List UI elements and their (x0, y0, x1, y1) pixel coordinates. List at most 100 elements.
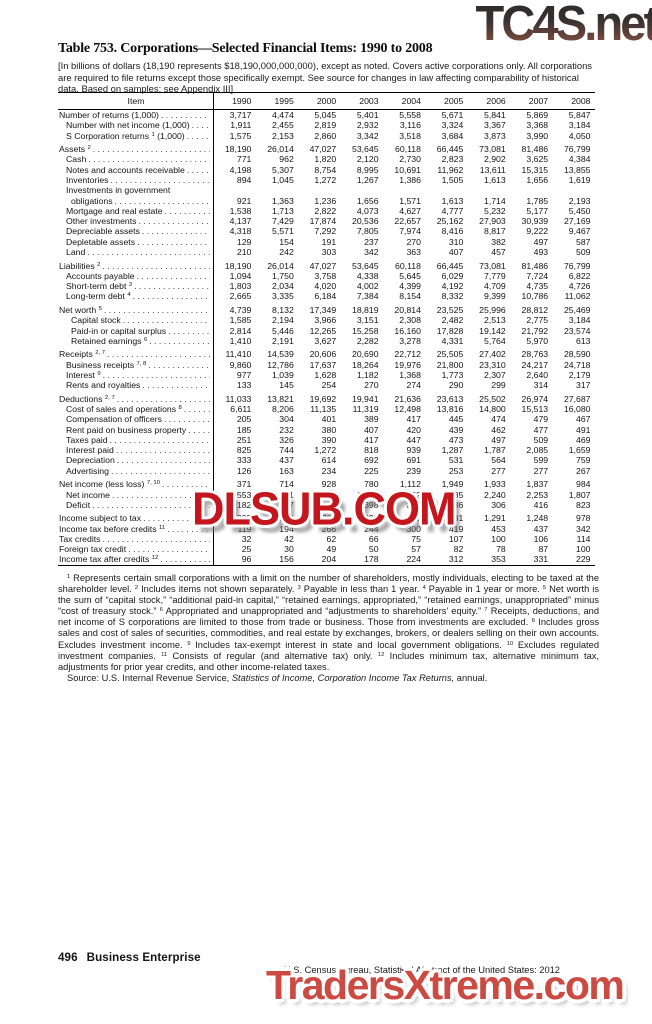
table-cell: 4,474 (272, 110, 294, 120)
table-row: Number with net income (1,000) 1,911 2,455… (58, 120, 595, 130)
table-cell: 437 (533, 523, 549, 534)
table-cell: 5,450 (568, 205, 591, 216)
table-cell: 8,206 (272, 403, 294, 414)
table-cell: 12,265 (309, 325, 337, 336)
table-cell: 2,482 (441, 315, 464, 326)
table-cell: 1,272 (314, 445, 337, 456)
table-cell: 2,282 (356, 335, 379, 346)
table-cell: 270 (364, 380, 379, 391)
table-cell: 53,645 (351, 144, 379, 155)
year-column-header: 2004 (401, 95, 421, 106)
table-cell: 28,763 (521, 349, 549, 360)
table-cell: 1,538 (229, 205, 252, 216)
dot-leader (100, 261, 210, 271)
table-cell: 15,315 (521, 164, 549, 175)
table-cell: 407 (448, 247, 464, 258)
row-label: Depreciable assets (58, 226, 213, 236)
row-label-text: Income subject to tax (59, 513, 142, 524)
table-cell: 3,368 (526, 120, 549, 131)
dot-leader (113, 196, 210, 206)
table-cell: 73,081 (479, 260, 506, 271)
row-label: Net income (58, 490, 213, 500)
table-row: Foreign tax credit 25 30 49 50 57 82 78 87 100 (58, 544, 595, 554)
dot-leader (91, 144, 210, 154)
table-cell: 3,184 (568, 315, 591, 326)
row-label: Net income (less loss) 7, 10 (58, 479, 213, 489)
table-cell: 82 (453, 544, 464, 555)
table-cell: 984 (576, 479, 591, 490)
row-label-text: Net income (66, 489, 110, 500)
table-cell: 119 (237, 523, 252, 534)
table-cell: 8,132 (272, 304, 294, 315)
table-cell: 3,758 (314, 270, 337, 281)
table-cell: 15,258 (351, 325, 379, 336)
table-cell: 2,240 (483, 489, 506, 500)
table-cell: 7,974 (399, 226, 421, 237)
table-cell: 759 (576, 455, 591, 466)
table-cell: 310 (448, 236, 464, 247)
table-body: Number of returns (1,000) 3,717 4,474 5,045… (58, 110, 595, 565)
table-cell: 6,611 (230, 403, 252, 414)
table-row: Inventories 894 1,045 1,272 1,267 1,386 1,505 1… (58, 175, 595, 185)
row-label: Short-term debt 3 (58, 281, 213, 291)
table-cell: 3,335 (272, 291, 294, 302)
dot-leader (86, 154, 210, 164)
row-label: Tax credits (58, 534, 213, 544)
row-label-text: obligations (71, 195, 113, 206)
table-cell: 437 (279, 455, 294, 466)
table-cell: 5,177 (526, 205, 549, 216)
table-cell: 2,513 (483, 315, 506, 326)
table-cell: 2,860 (314, 130, 337, 141)
dot-leader (121, 315, 210, 325)
table-cell: 390 (321, 434, 337, 445)
table-cell: 30,939 (521, 216, 549, 227)
table-row: Mortgage and real estate 1,538 1,713 2,822 4… (58, 206, 595, 216)
table-cell: 3,342 (356, 130, 379, 141)
table-cell: 21,800 (436, 359, 464, 370)
column-divider-rule (213, 93, 214, 565)
table-cell: 614 (321, 455, 337, 466)
table-cell: 825 (236, 445, 252, 456)
dot-leader (186, 425, 210, 435)
table-cell: 15,513 (521, 403, 549, 414)
table-cell: 20,606 (309, 349, 337, 360)
table-cell: 5,671 (441, 110, 464, 120)
table-cell: 30 (284, 544, 294, 555)
year-column-header: 2000 (316, 95, 337, 106)
table-cell: 3,625 (526, 154, 549, 165)
table-cell: 474 (491, 414, 506, 425)
table-cell: 340 (406, 499, 421, 510)
source-publication: Statistics of Income, Corporation Income… (231, 672, 455, 683)
table-cell: 114 (576, 533, 591, 544)
row-label: Interest 9 (58, 370, 213, 380)
table-section: Number of returns (1,000) 3,717 4,474 5,045… (58, 110, 595, 141)
dot-leader (166, 326, 210, 336)
table-cell: 299 (491, 380, 506, 391)
row-label-text: Number of returns (1,000) (59, 110, 159, 120)
table-cell: 371 (236, 479, 252, 490)
table-cell: 3,684 (441, 130, 464, 141)
table-row: Short-term debt 3 1,803 2,034 4,020 4,002 4,3… (58, 281, 595, 291)
table-cell: 1,619 (568, 174, 591, 185)
row-label-text: Income tax before credits 11 (59, 523, 166, 534)
table-row: Net income (less loss) 7, 10 371 714 928 780… (58, 479, 595, 489)
table-cell: 1,045 (272, 174, 294, 185)
table-cell: 380 (321, 424, 337, 435)
table-row: Net income 553 931 1,337 1,178 1,452 2,235 2,24… (58, 490, 595, 500)
row-label-text: Interest 9 (66, 369, 101, 380)
table-cell: 462 (491, 424, 506, 435)
table-cell: 977 (236, 369, 252, 380)
row-label: Other investments (58, 216, 213, 226)
table-cell: 25,162 (436, 216, 464, 227)
table-cell: 419 (448, 523, 464, 534)
dot-leader (126, 544, 210, 554)
table-cell: 4,192 (441, 281, 464, 292)
table-cell: 96 (241, 554, 252, 565)
table-cell: 3,151 (356, 315, 379, 326)
table-cell: 5,446 (272, 325, 294, 336)
table-cell: 1,820 (314, 154, 337, 165)
table-cell: 4,002 (356, 281, 379, 292)
table-cell: 234 (321, 465, 337, 476)
table-cell: 1,714 (483, 195, 506, 206)
table-cell: 1,368 (399, 369, 421, 380)
